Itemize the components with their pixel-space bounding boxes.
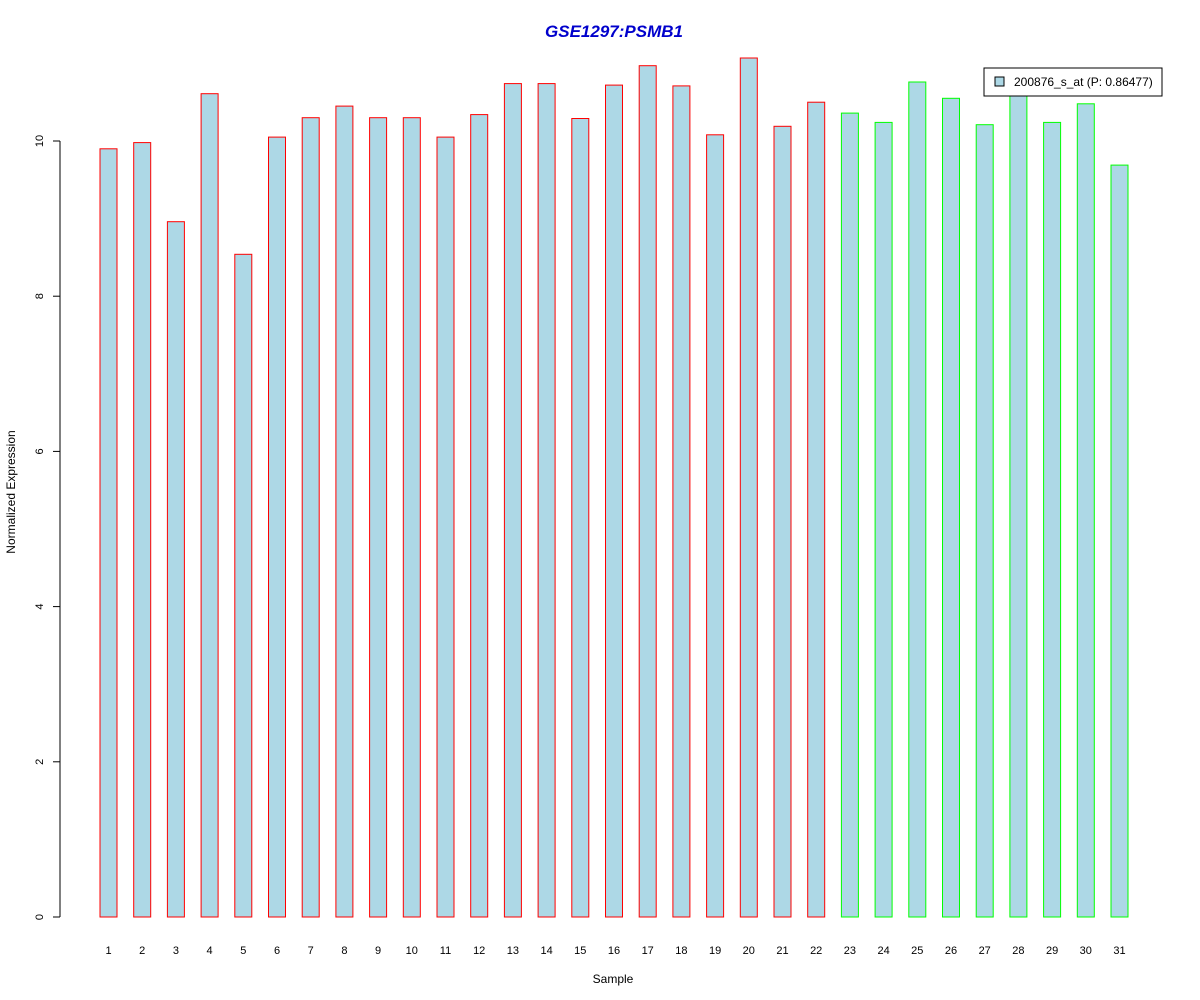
bar-sample-2 xyxy=(133,142,152,918)
bar-sample-24 xyxy=(874,121,893,918)
x-tick-label: 2 xyxy=(139,945,145,957)
legend: 200876_s_at (P: 0.86477) xyxy=(983,67,1163,97)
y-axis-label: Normalized Expression xyxy=(4,430,18,553)
x-tick-label: 15 xyxy=(574,945,586,957)
x-tick-label: 22 xyxy=(810,945,822,957)
x-tick-label: 18 xyxy=(675,945,687,957)
bar-sample-31 xyxy=(1110,164,1129,918)
x-tick-label: 4 xyxy=(207,945,213,957)
x-tick-label: 20 xyxy=(743,945,755,957)
x-tick-label: 6 xyxy=(274,945,280,957)
bar-sample-5 xyxy=(234,253,253,918)
legend-box xyxy=(983,67,1163,97)
x-tick-label: 31 xyxy=(1113,945,1125,957)
x-tick-label: 17 xyxy=(642,945,654,957)
chart-title: GSE1297:PSMB1 xyxy=(545,22,683,41)
x-tick-label: 27 xyxy=(979,945,991,957)
bar-sample-18 xyxy=(672,85,691,918)
bar-sample-16 xyxy=(605,84,623,918)
bar-sample-19 xyxy=(706,134,725,918)
y-tick-label: 6 xyxy=(34,448,46,454)
x-tick-label: 23 xyxy=(844,945,856,957)
x-tick-label: 11 xyxy=(440,945,451,957)
x-tick-label: 25 xyxy=(911,945,923,957)
y-tick-label: 2 xyxy=(34,759,46,765)
x-tick-label: 30 xyxy=(1080,945,1092,957)
x-tick-label: 8 xyxy=(341,945,347,957)
bar-sample-28 xyxy=(1009,92,1028,918)
bar-sample-11 xyxy=(436,136,455,918)
bar-sample-9 xyxy=(369,117,388,918)
bar-sample-3 xyxy=(166,221,185,918)
y-tick-label: 0 xyxy=(34,914,46,920)
bar-sample-7 xyxy=(301,117,320,918)
bar-sample-14 xyxy=(537,83,556,918)
x-axis-label: Sample xyxy=(593,972,634,986)
bar-sample-10 xyxy=(402,117,421,918)
bar-sample-15 xyxy=(571,118,590,918)
legend-swatch xyxy=(994,76,1005,87)
x-tick-label: 19 xyxy=(709,945,721,957)
x-tick-label: 28 xyxy=(1012,945,1024,957)
x-tick-label: 16 xyxy=(608,945,620,957)
x-tick-label: 26 xyxy=(945,945,957,957)
bar-sample-17 xyxy=(638,65,657,918)
x-tick-label: 10 xyxy=(406,945,418,957)
bar-sample-30 xyxy=(1076,103,1095,918)
bar-sample-8 xyxy=(335,105,354,918)
bar-sample-27 xyxy=(975,124,994,918)
y-tick-label: 10 xyxy=(34,135,46,147)
bar-sample-13 xyxy=(503,83,522,918)
legend-entry-label: 200876_s_at (P: 0.86477) xyxy=(1014,75,1153,89)
bar-sample-21 xyxy=(773,125,792,918)
bars xyxy=(99,57,1129,918)
x-tick-label: 3 xyxy=(173,945,179,957)
bar-sample-1 xyxy=(99,148,118,918)
bar-sample-6 xyxy=(268,136,286,918)
bar-sample-12 xyxy=(470,114,489,918)
x-tick-label: 24 xyxy=(877,945,889,957)
bar-sample-26 xyxy=(942,97,960,918)
bar-sample-23 xyxy=(840,112,859,918)
bar-sample-25 xyxy=(908,81,927,918)
x-tick-label: 14 xyxy=(540,945,552,957)
x-tick-label: 7 xyxy=(308,945,314,957)
x-tick-label: 13 xyxy=(507,945,519,957)
y-axis: 0 2 4 6 8 10 xyxy=(34,135,61,920)
x-tick-label: 21 xyxy=(776,945,788,957)
x-tick-label: 5 xyxy=(240,945,246,957)
x-tick-label: 29 xyxy=(1046,945,1058,957)
bar-sample-4 xyxy=(200,93,219,918)
bar-sample-29 xyxy=(1043,121,1062,918)
x-tick-label: 1 xyxy=(105,945,111,957)
y-tick-label: 4 xyxy=(34,604,46,610)
x-tick-label: 9 xyxy=(375,945,381,957)
x-tick-labels: 1 2 3 4 5 6 7 8 9 10 11 12 13 14 15 16 17 18 19 20 21 22 23 24 2… xyxy=(105,945,1125,957)
bar-sample-20 xyxy=(739,57,758,918)
x-tick-label: 12 xyxy=(473,945,485,957)
y-tick-label: 8 xyxy=(34,293,46,299)
bar-sample-22 xyxy=(807,101,826,918)
